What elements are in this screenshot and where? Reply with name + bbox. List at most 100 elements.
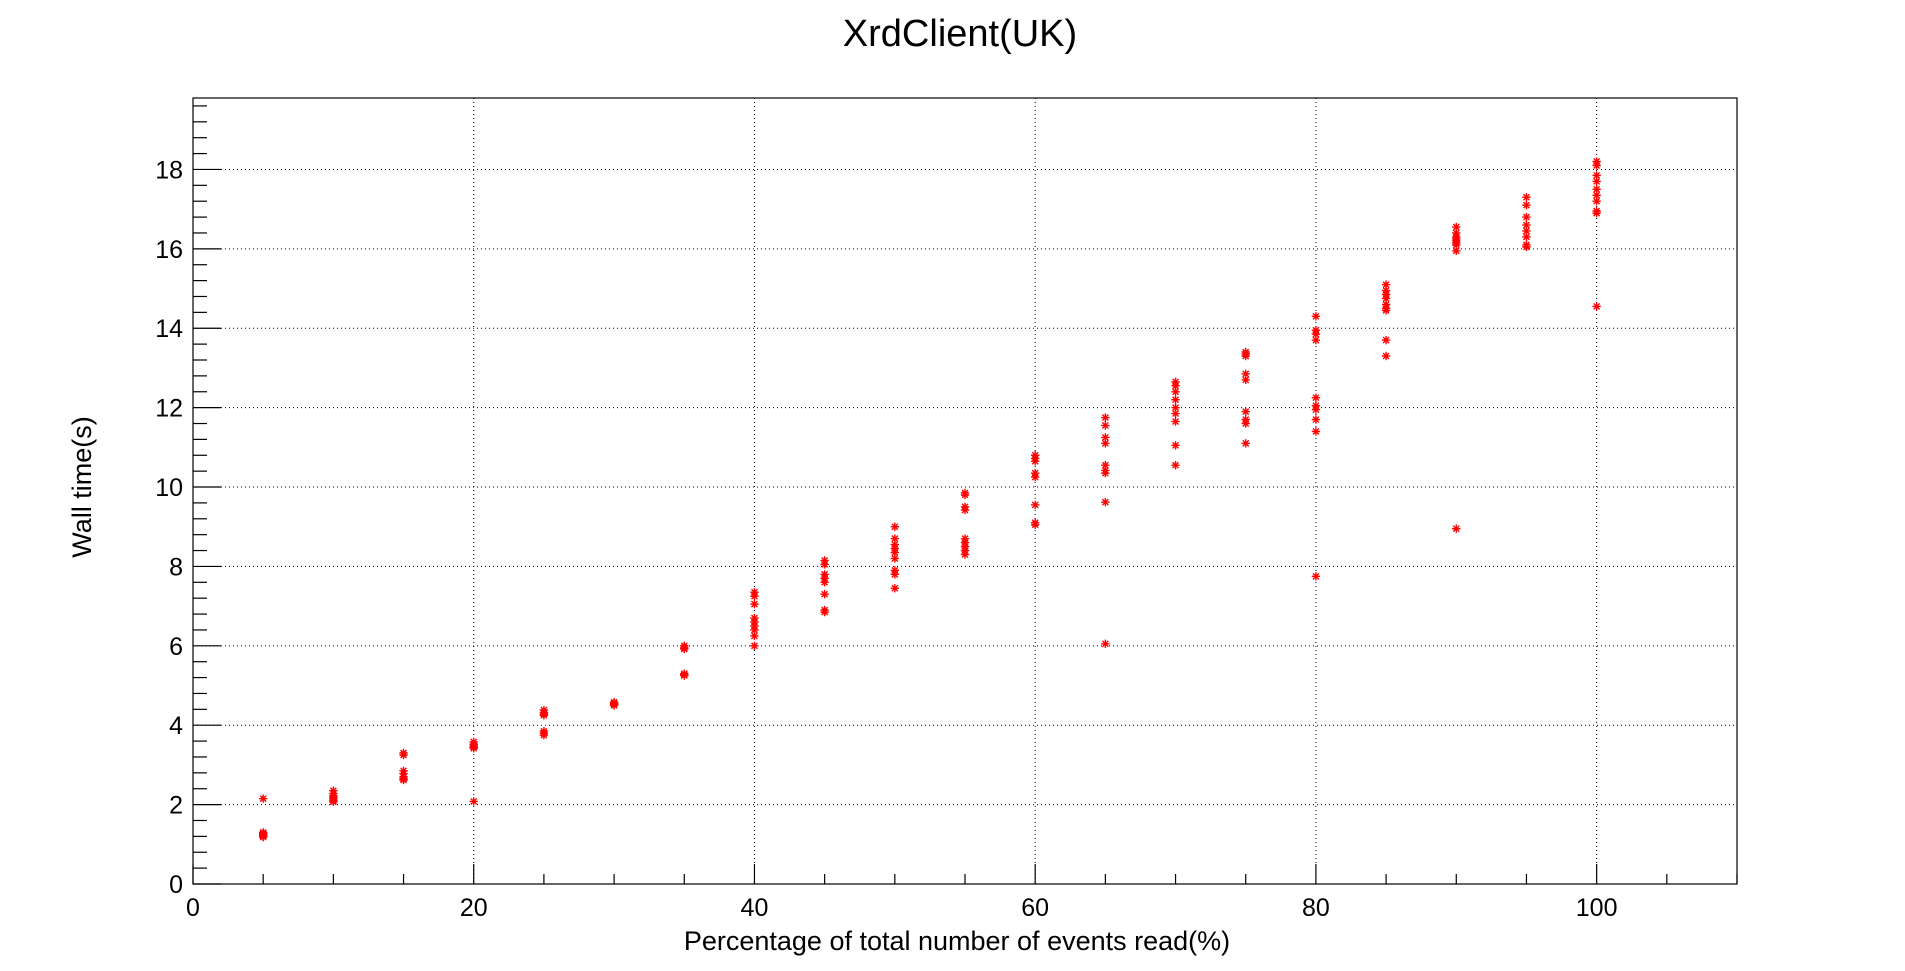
axis-ticks	[192, 105, 1738, 885]
data-point	[820, 590, 829, 599]
data-point	[750, 591, 759, 601]
data-point	[1522, 242, 1531, 252]
data-point	[1171, 460, 1180, 470]
data-point	[329, 797, 338, 807]
chart-title: XrdClient(UK)	[843, 13, 1077, 55]
y-tick-label: 4	[169, 712, 183, 740]
data-point	[1030, 520, 1040, 529]
data-point	[1311, 335, 1321, 345]
data-point	[750, 599, 759, 609]
data-point	[960, 550, 970, 559]
data-point	[1592, 177, 1601, 186]
data-point	[1101, 639, 1110, 649]
data-point	[1592, 208, 1601, 218]
data-point	[820, 607, 829, 617]
data-point	[1381, 335, 1391, 345]
data-point	[1171, 395, 1180, 404]
data-point	[820, 560, 829, 569]
data-point	[680, 671, 689, 680]
data-point	[1522, 193, 1531, 202]
y-axis-label: Wall time(s)	[67, 416, 97, 558]
data-point	[1171, 441, 1180, 450]
y-tick-label: 10	[155, 474, 183, 502]
data-point	[1381, 351, 1391, 361]
data-point	[750, 641, 759, 651]
data-point	[1311, 415, 1321, 424]
y-tick-label: 8	[169, 553, 183, 581]
data-point	[960, 505, 970, 515]
x-axis-label: Percentage of total number of events rea…	[684, 926, 1230, 956]
data-point	[750, 631, 759, 641]
data-point	[1592, 161, 1601, 170]
tick-labels: 0 20 40 60 80 100 0 2 4 6 8 10 12 14 16 18	[155, 156, 1617, 922]
y-tick-label: 18	[155, 156, 183, 184]
data-point	[1311, 427, 1321, 436]
data-point	[469, 744, 478, 753]
data-point	[1452, 240, 1461, 250]
data-point	[399, 775, 408, 785]
data-point	[1171, 387, 1180, 396]
data-point	[1241, 439, 1250, 448]
data-point	[680, 644, 689, 654]
data-point	[890, 554, 900, 563]
data-point	[1241, 375, 1250, 385]
data-points	[258, 157, 1601, 842]
data-point	[469, 797, 478, 806]
data-point	[890, 548, 900, 557]
data-point	[890, 534, 900, 543]
data-point	[258, 832, 268, 842]
data-point	[1030, 457, 1040, 466]
data-point	[1101, 421, 1110, 430]
y-tick-label: 12	[155, 395, 183, 423]
data-point	[1311, 312, 1321, 321]
data-point	[1311, 393, 1321, 402]
data-point	[1522, 212, 1531, 222]
data-point	[1241, 407, 1250, 416]
data-point	[1030, 472, 1040, 482]
grid-lines	[193, 98, 1737, 884]
data-point	[1101, 497, 1110, 507]
data-point	[1311, 405, 1321, 414]
x-tick-label: 40	[741, 894, 769, 922]
data-point	[1522, 232, 1531, 242]
data-point	[1592, 197, 1601, 206]
x-tick-label: 80	[1302, 894, 1330, 922]
data-point	[1241, 351, 1250, 361]
y-tick-label: 6	[169, 633, 183, 661]
data-point	[1592, 171, 1601, 180]
y-tick-label: 0	[169, 871, 183, 899]
data-point	[539, 711, 549, 720]
y-tick-label: 14	[155, 315, 183, 343]
data-point	[1101, 413, 1110, 422]
data-point	[1171, 381, 1180, 391]
data-point	[1101, 468, 1110, 478]
data-point	[1381, 306, 1391, 315]
data-point	[1522, 200, 1531, 210]
data-point	[890, 570, 900, 579]
data-point	[1452, 524, 1461, 533]
x-tick-label: 0	[186, 894, 200, 922]
y-tick-label: 16	[155, 236, 183, 264]
data-point	[1452, 246, 1461, 256]
data-point	[1592, 302, 1601, 311]
y-tick-label: 2	[169, 792, 183, 820]
data-point	[399, 750, 408, 760]
data-point	[609, 701, 619, 710]
data-point	[1171, 417, 1180, 426]
data-point	[890, 522, 900, 531]
data-point	[820, 578, 829, 587]
data-point	[890, 584, 900, 593]
x-tick-label: 60	[1021, 894, 1049, 922]
data-point	[258, 794, 268, 803]
data-point	[960, 490, 970, 500]
data-point	[1241, 419, 1250, 428]
data-point	[1101, 439, 1110, 448]
data-point	[1311, 572, 1321, 581]
data-point	[1171, 409, 1180, 418]
x-tick-label: 100	[1576, 894, 1618, 922]
data-point	[539, 730, 549, 740]
x-tick-label: 20	[460, 894, 488, 922]
data-point	[1030, 500, 1040, 510]
data-point	[1522, 220, 1531, 230]
